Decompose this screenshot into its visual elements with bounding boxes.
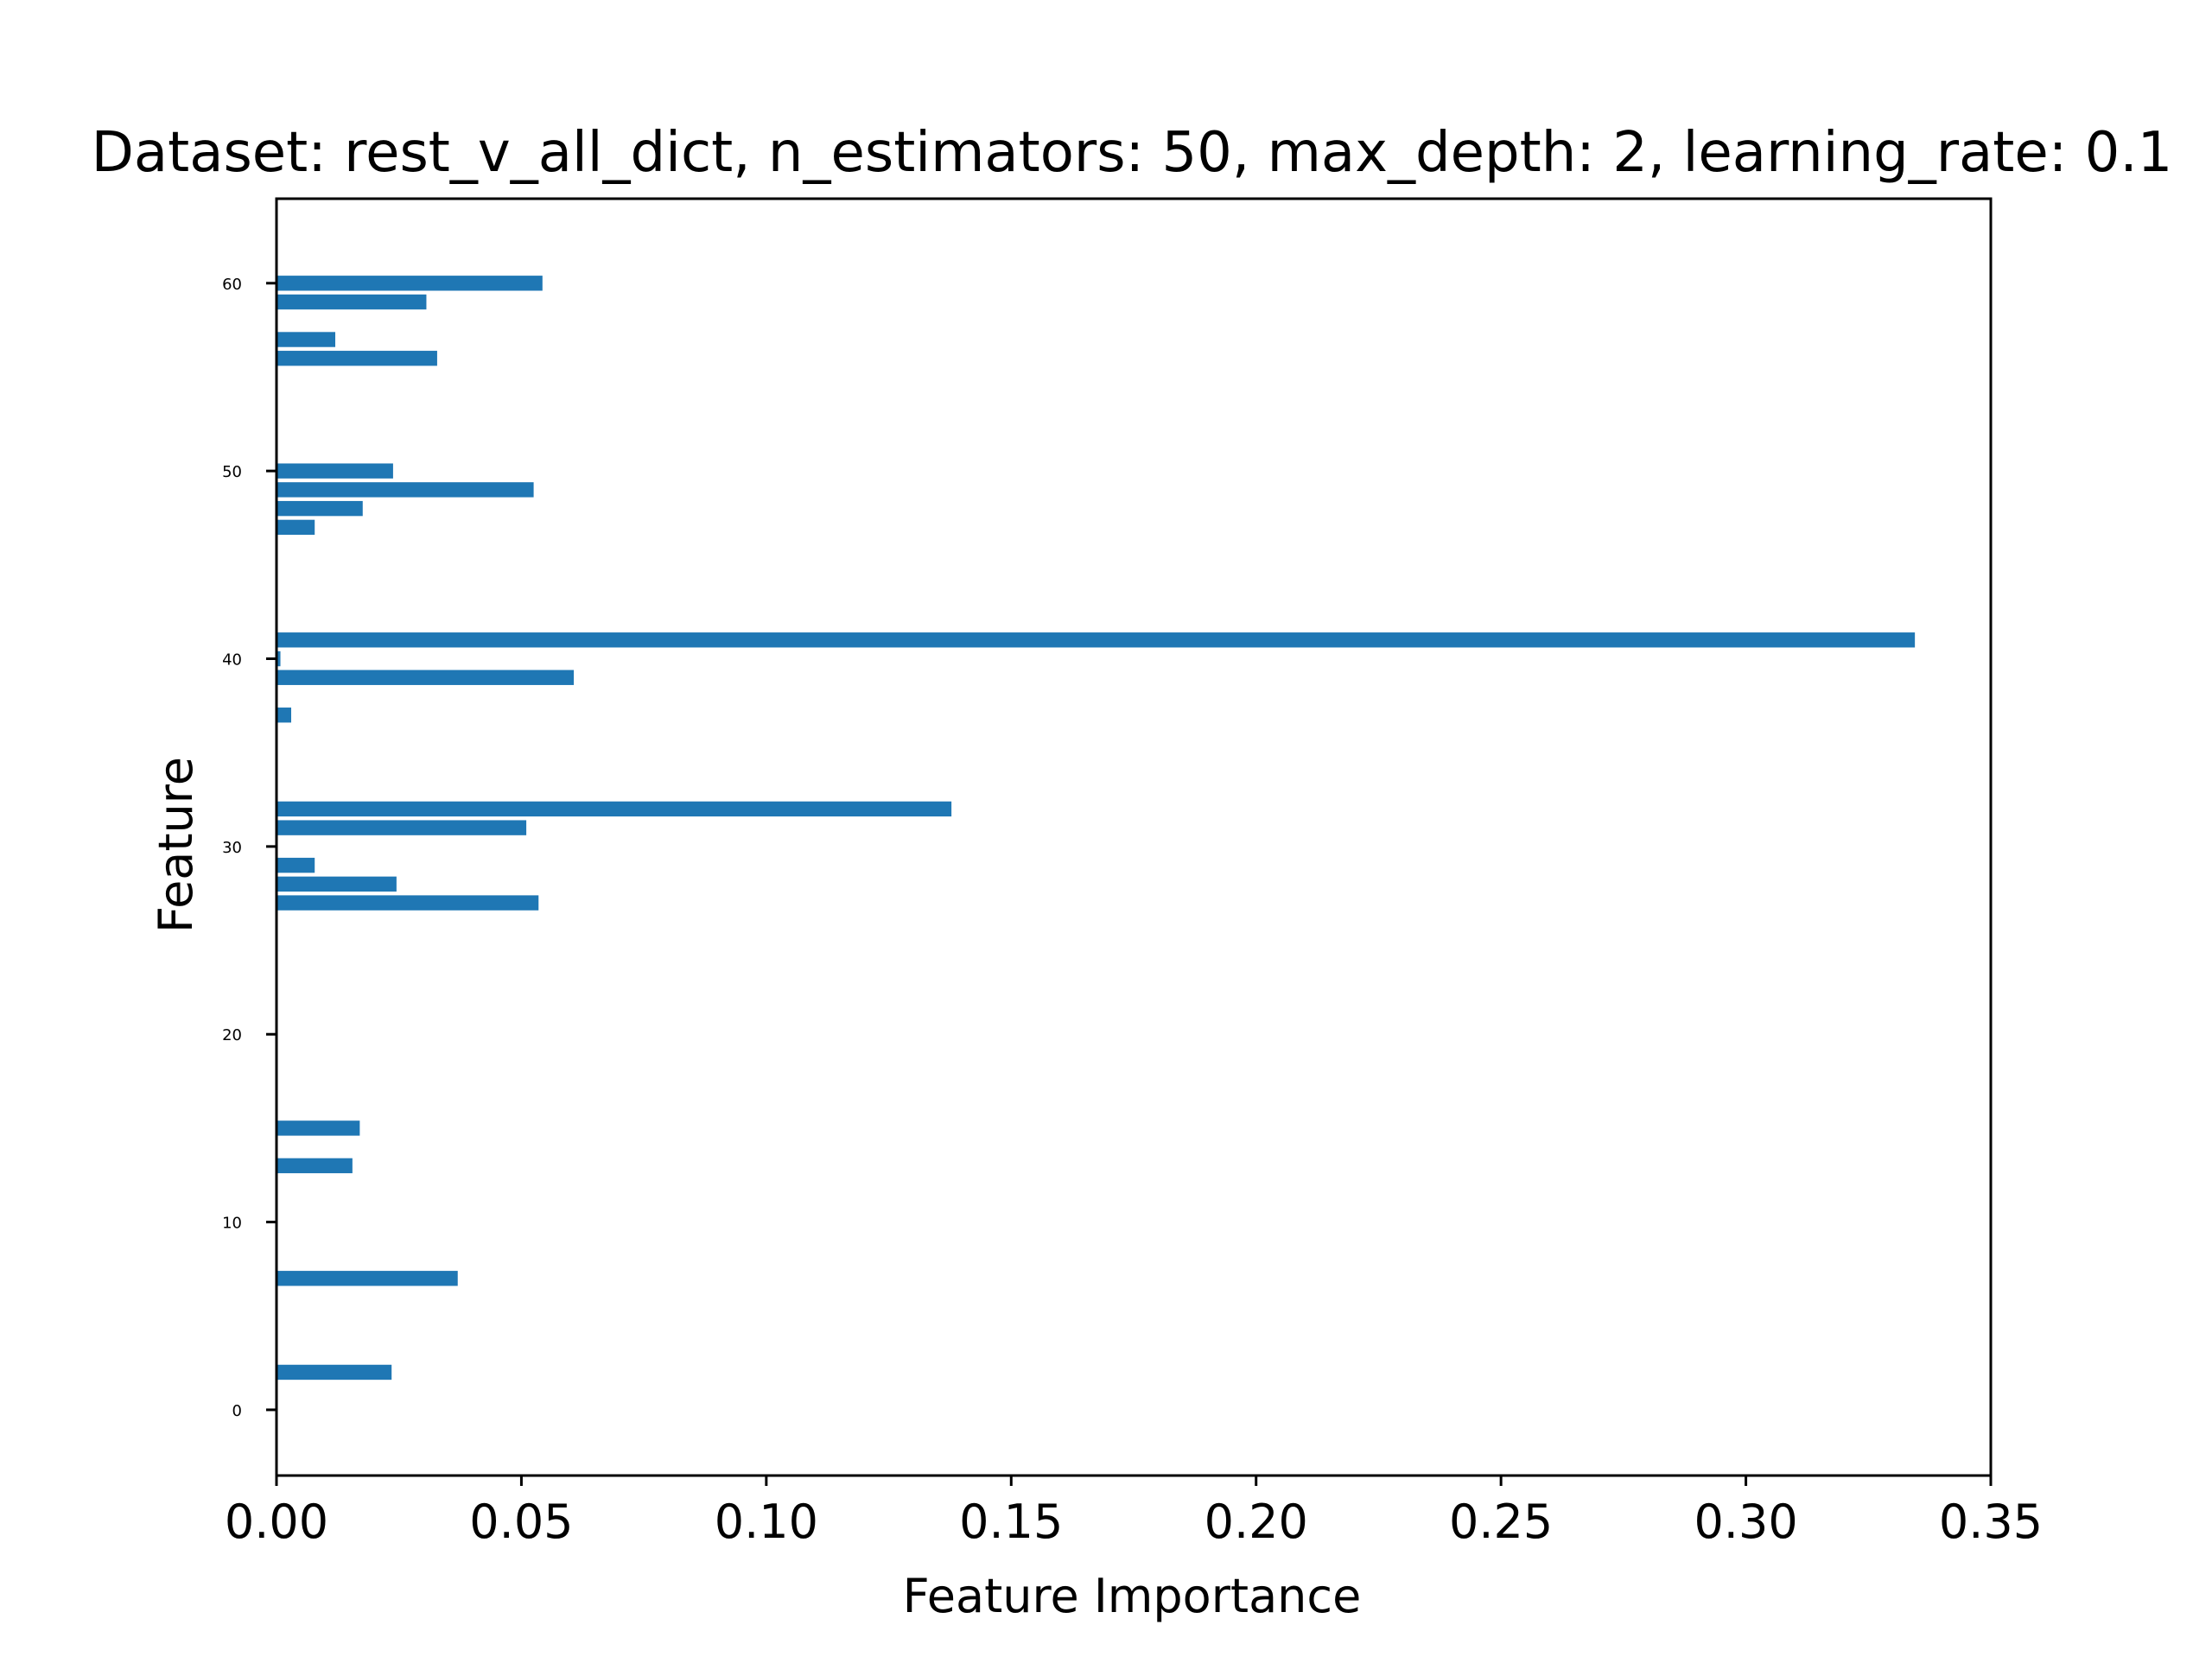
bar-feature-48 <box>276 500 363 517</box>
x-tick-label: 0.25 <box>1449 1495 1553 1549</box>
x-tick-label: 0.00 <box>225 1495 328 1549</box>
bar-feature-29 <box>276 857 315 873</box>
y-tick-label: 40 <box>222 651 242 670</box>
bar-feature-47 <box>276 519 315 536</box>
y-axis-label: Feature <box>149 757 203 933</box>
bar-feature-41 <box>276 632 1916 648</box>
x-axis-label: Feature Importance <box>903 1569 1362 1623</box>
bar-feature-39 <box>276 670 575 685</box>
bar-feature-15 <box>276 1120 360 1136</box>
x-tick-label: 0.35 <box>1939 1495 2043 1549</box>
x-tick-label: 0.30 <box>1694 1495 1797 1549</box>
y-tick-label: 50 <box>222 463 242 481</box>
ticks-layer: 0.00 0.05 0.10 0.15 0.20 0.25 0.30 0.35 0 10 20 30 4… <box>222 276 2043 1549</box>
x-tick-label: 0.20 <box>1205 1495 1308 1549</box>
y-tick-label: 0 <box>232 1402 242 1420</box>
bar-feature-57 <box>276 332 336 347</box>
bar-feature-28 <box>276 876 397 892</box>
y-tick-label: 60 <box>222 276 242 294</box>
bar-feature-32 <box>276 801 952 817</box>
bar-feature-60 <box>276 276 543 291</box>
y-tick-label: 20 <box>222 1026 242 1044</box>
x-tick-label: 0.10 <box>715 1495 818 1549</box>
bar-feature-37 <box>276 708 292 723</box>
bar-feature-40 <box>276 651 281 667</box>
bar-feature-27 <box>276 895 539 911</box>
bar-feature-2 <box>276 1364 392 1381</box>
plot-frame <box>275 197 1993 1477</box>
bar-feature-49 <box>276 482 534 498</box>
bar-feature-7 <box>276 1271 458 1286</box>
bar-feature-56 <box>276 351 437 366</box>
y-tick-label: 30 <box>222 839 242 857</box>
bar-feature-59 <box>276 294 427 310</box>
bars-layer <box>276 276 1916 1381</box>
bar-feature-13 <box>276 1158 353 1174</box>
bar-feature-50 <box>276 463 393 479</box>
chart-title: Dataset: rest_v_all_dict, n_estimators: … <box>92 121 2173 185</box>
x-tick-label: 0.15 <box>959 1495 1063 1549</box>
bar-feature-31 <box>276 820 527 835</box>
x-tick-label: 0.05 <box>469 1495 573 1549</box>
y-tick-label: 10 <box>222 1215 242 1233</box>
